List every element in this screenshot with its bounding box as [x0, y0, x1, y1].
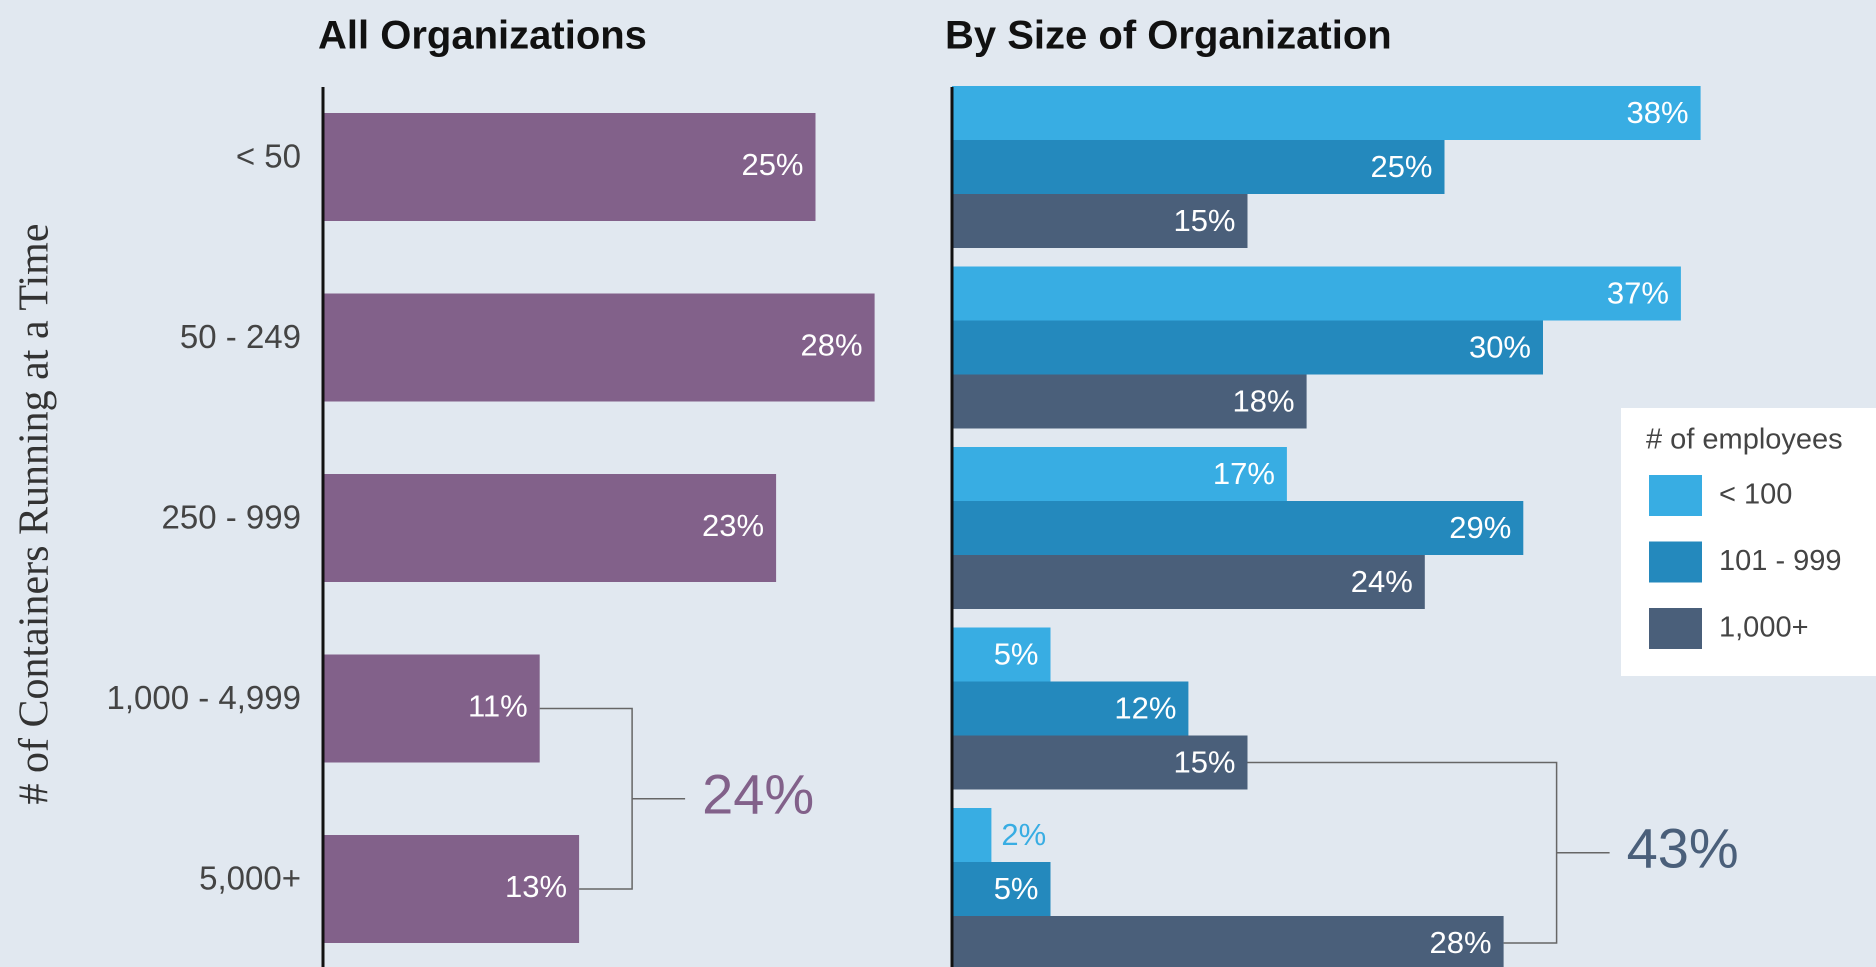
value-label: 30% — [1469, 330, 1531, 365]
bar — [952, 194, 1248, 248]
bar — [323, 474, 777, 582]
legend-swatch — [1649, 541, 1702, 583]
legend-label: 101 - 999 — [1719, 545, 1842, 577]
value-label: 2% — [1001, 817, 1046, 852]
value-label: 25% — [741, 147, 803, 182]
bar — [323, 113, 816, 221]
chart-title: All Organizations — [318, 14, 647, 58]
value-label: 15% — [1173, 745, 1235, 780]
bar — [952, 862, 1051, 916]
legend-swatch — [1649, 475, 1702, 516]
value-label: 28% — [801, 328, 863, 363]
value-label: 37% — [1607, 276, 1669, 311]
y-tick-label: 50 - 249 — [180, 318, 301, 355]
bar — [952, 681, 1189, 736]
value-label: 24% — [1351, 564, 1413, 599]
value-label: 11% — [468, 689, 528, 724]
bar — [952, 266, 1681, 321]
bar — [323, 293, 875, 402]
bracket — [1247, 761, 1558, 944]
bar — [952, 627, 1051, 682]
value-label: 29% — [1449, 510, 1511, 545]
value-label: 5% — [994, 871, 1039, 906]
value-label: 23% — [702, 508, 764, 543]
y-tick-label: 1,000 - 4,999 — [107, 679, 302, 716]
bar — [952, 447, 1287, 501]
y-axis-label: # of Containers Running at a Time — [12, 224, 58, 805]
bar — [323, 654, 540, 763]
y-tick-label: 5,000+ — [199, 860, 301, 897]
bar — [952, 808, 992, 862]
value-label: 17% — [1213, 456, 1275, 491]
bar — [323, 835, 580, 943]
value-label: 38% — [1627, 95, 1689, 130]
y-tick-label: 250 - 999 — [162, 499, 301, 536]
y-tick-label: < 50 — [236, 138, 301, 175]
value-label: 18% — [1233, 384, 1295, 419]
legend-label: < 100 — [1719, 479, 1792, 511]
legend-label: 1,000+ — [1719, 612, 1809, 644]
bar — [952, 501, 1524, 555]
bar — [952, 555, 1425, 609]
value-label: 5% — [994, 637, 1039, 672]
annotation: 43% — [1627, 817, 1739, 880]
value-label: 12% — [1114, 691, 1176, 726]
chart-title: By Size of Organization — [945, 14, 1392, 58]
value-label: 13% — [505, 869, 567, 904]
bar — [952, 320, 1543, 375]
bar — [952, 86, 1701, 140]
value-label: 25% — [1370, 149, 1432, 184]
bar — [952, 735, 1248, 790]
legend-swatch — [1649, 608, 1702, 649]
annotation: 24% — [702, 763, 814, 826]
bar — [952, 140, 1445, 194]
bar — [952, 374, 1307, 429]
value-label: 28% — [1430, 925, 1492, 960]
value-label: 15% — [1173, 203, 1235, 238]
bar — [952, 916, 1504, 967]
legend-title: # of employees — [1646, 424, 1843, 456]
